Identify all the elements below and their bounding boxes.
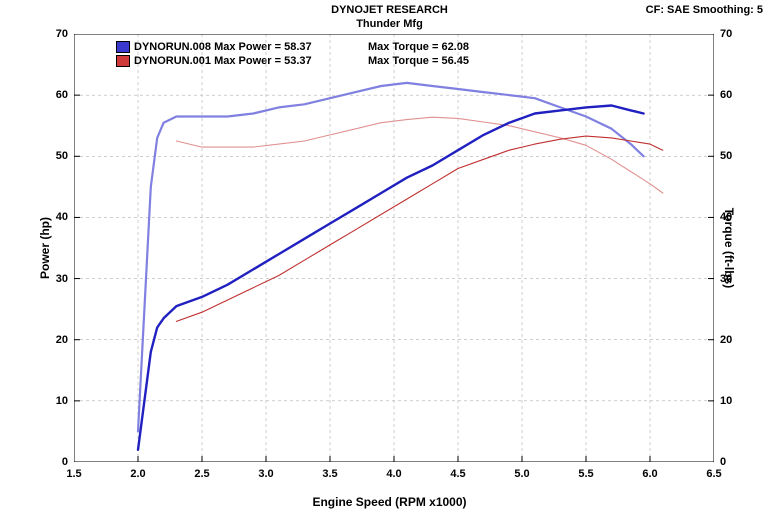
chart-subtitle: Thunder Mfg bbox=[0, 18, 779, 30]
y-tick-label-right: 70 bbox=[720, 28, 732, 40]
y-tick-label-right: 30 bbox=[720, 273, 732, 285]
y-tick-label-left: 60 bbox=[46, 89, 68, 101]
dyno-chart-container: DYNOJET RESEARCH Thunder Mfg CF: SAE Smo… bbox=[0, 0, 779, 517]
y-tick-label-right: 20 bbox=[720, 334, 732, 346]
y-axis-label-left: Power (hp) bbox=[38, 217, 52, 279]
x-tick-label: 4.0 bbox=[386, 468, 401, 480]
y-tick-label-left: 0 bbox=[46, 456, 68, 468]
x-tick-label: 2.0 bbox=[130, 468, 145, 480]
plot-area bbox=[74, 34, 714, 462]
x-tick-label: 1.5 bbox=[66, 468, 81, 480]
x-axis-label: Engine Speed (RPM x1000) bbox=[0, 495, 779, 509]
y-tick-label-right: 50 bbox=[720, 150, 732, 162]
y-tick-label-left: 40 bbox=[46, 211, 68, 223]
plot-svg bbox=[74, 34, 714, 462]
chart-settings: CF: SAE Smoothing: 5 bbox=[646, 4, 763, 16]
x-tick-label: 5.0 bbox=[514, 468, 529, 480]
y-tick-label-right: 40 bbox=[720, 211, 732, 223]
y-tick-label-left: 30 bbox=[46, 273, 68, 285]
x-tick-label: 2.5 bbox=[194, 468, 209, 480]
x-tick-label: 6.0 bbox=[642, 468, 657, 480]
y-tick-label-right: 10 bbox=[720, 395, 732, 407]
x-tick-label: 3.0 bbox=[258, 468, 273, 480]
y-tick-label-left: 20 bbox=[46, 334, 68, 346]
y-tick-label-right: 0 bbox=[720, 456, 726, 468]
y-tick-label-left: 70 bbox=[46, 28, 68, 40]
y-tick-label-left: 10 bbox=[46, 395, 68, 407]
x-tick-label: 5.5 bbox=[578, 468, 593, 480]
y-tick-label-right: 60 bbox=[720, 89, 732, 101]
x-tick-label: 4.5 bbox=[450, 468, 465, 480]
x-tick-label: 3.5 bbox=[322, 468, 337, 480]
x-tick-label: 6.5 bbox=[706, 468, 721, 480]
y-tick-label-left: 50 bbox=[46, 150, 68, 162]
